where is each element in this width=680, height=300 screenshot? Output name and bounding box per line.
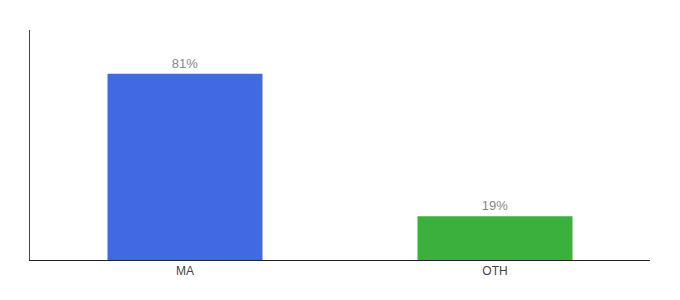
svg-text:MA: MA xyxy=(176,264,194,278)
svg-text:19%: 19% xyxy=(482,198,508,213)
svg-text:OTH: OTH xyxy=(482,264,507,278)
svg-text:81%: 81% xyxy=(172,56,198,71)
